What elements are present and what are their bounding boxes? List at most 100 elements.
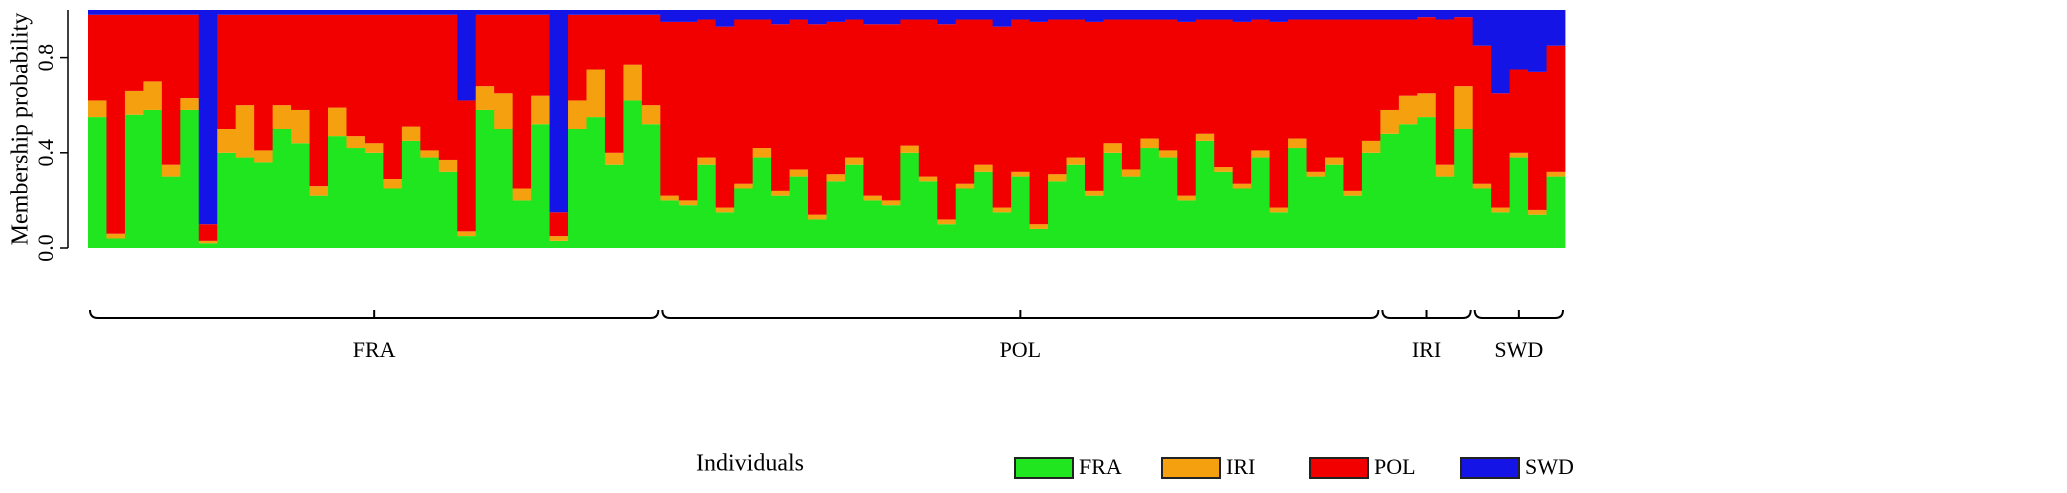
bar-segment	[124, 10, 144, 15]
bar-segment	[937, 219, 957, 225]
bar-segment	[678, 21, 698, 201]
bar-segment	[1491, 212, 1511, 248]
bar-segment	[937, 24, 957, 220]
bar-segment	[1232, 10, 1252, 22]
bar-segment	[457, 10, 477, 101]
group-bracket	[1381, 309, 1472, 319]
bar-segment	[1546, 10, 1566, 46]
bar-segment	[124, 114, 144, 248]
bar-segment	[1103, 143, 1123, 153]
bar-segment	[752, 10, 772, 20]
bar-segment	[383, 14, 403, 179]
bar-segment	[1029, 21, 1049, 225]
group-label: FRA	[353, 337, 396, 362]
bar-segment	[1491, 93, 1511, 208]
bar-segment	[974, 171, 994, 248]
bar-segment	[1546, 176, 1566, 248]
bar-segment	[826, 174, 846, 182]
bar-segment	[863, 195, 883, 201]
bar-segment	[217, 10, 237, 15]
bar-segment	[808, 219, 827, 248]
bar-segment	[586, 69, 606, 118]
bar-segment	[863, 24, 883, 196]
bar-segment	[604, 14, 624, 153]
bar-segment	[568, 14, 587, 101]
bar-segment	[1472, 45, 1492, 184]
bar-segment	[124, 90, 144, 115]
bar-segment	[844, 19, 864, 158]
bar-segment	[1361, 152, 1381, 248]
legend-label: POL	[1374, 454, 1416, 479]
group-bracket	[1473, 309, 1564, 319]
bar-segment	[900, 10, 920, 20]
bar-segment	[346, 10, 366, 15]
group-label: POL	[1000, 337, 1042, 362]
bar-segment	[1546, 171, 1566, 177]
bar-segment	[106, 238, 126, 248]
bar-segment	[937, 10, 957, 25]
bar-segment	[1011, 19, 1030, 172]
bar-segment	[1306, 176, 1326, 248]
bar-segment	[383, 188, 403, 248]
y-tick-label: 0.0	[33, 234, 58, 262]
bar-segment	[457, 236, 477, 248]
bar-segment	[678, 200, 698, 206]
bar-segment	[623, 64, 643, 101]
bar-segment	[1121, 19, 1141, 170]
bar-segment	[1140, 10, 1160, 20]
bar-segment	[568, 10, 587, 15]
bar-segment	[1140, 19, 1160, 139]
bar-segment	[678, 205, 698, 248]
legend-label: FRA	[1079, 454, 1122, 479]
bar-segment	[1048, 181, 1067, 248]
legend-swatch	[1460, 457, 1520, 479]
bar-segment	[143, 14, 163, 82]
bar-segment	[918, 181, 938, 248]
bar-segment	[881, 24, 901, 201]
bar-segment	[1251, 150, 1270, 158]
bar-segment	[734, 183, 754, 189]
bar-segment	[272, 105, 292, 129]
bar-segment	[660, 195, 680, 201]
bar-segment	[992, 10, 1012, 27]
bar-segment	[235, 10, 255, 15]
bar-segment	[844, 157, 864, 165]
bar-segment	[1140, 138, 1160, 149]
bar-segment	[198, 10, 218, 225]
bar-segment	[1177, 195, 1197, 201]
bar-segment	[198, 224, 218, 241]
bar-segment	[1121, 10, 1141, 20]
bar-segment	[697, 10, 717, 20]
bar-segment	[254, 150, 274, 163]
bar-segment	[383, 178, 403, 189]
bar-segment	[789, 10, 809, 20]
bar-segment	[438, 10, 458, 15]
bar-segment	[1528, 209, 1547, 215]
bar-segment	[420, 157, 440, 248]
bar-segment	[494, 129, 514, 248]
bar-segment	[1232, 21, 1252, 184]
bar-segment	[1417, 17, 1437, 94]
bar-segment	[974, 164, 994, 172]
bar-segment	[568, 129, 587, 248]
bar-segment	[309, 10, 329, 15]
bar-segment	[549, 10, 569, 213]
bar-segment	[235, 157, 255, 248]
bar-segment	[272, 14, 292, 106]
bar-segment	[1417, 93, 1437, 118]
bar-segment	[309, 186, 329, 196]
bar-segment	[309, 195, 329, 248]
bar-segment	[1528, 10, 1547, 72]
bar-segment	[494, 93, 514, 129]
bar-segment	[771, 24, 790, 191]
bar-segment	[771, 10, 790, 25]
bar-segment	[955, 188, 975, 248]
bar-segment	[1269, 212, 1289, 248]
bar-segment	[808, 24, 827, 215]
bar-segment	[1066, 10, 1086, 20]
legend-swatch	[1161, 457, 1221, 479]
bar-segment	[771, 190, 790, 196]
bar-segment	[1509, 157, 1529, 248]
bar-segment	[531, 14, 550, 96]
bar-segment	[1140, 148, 1160, 248]
